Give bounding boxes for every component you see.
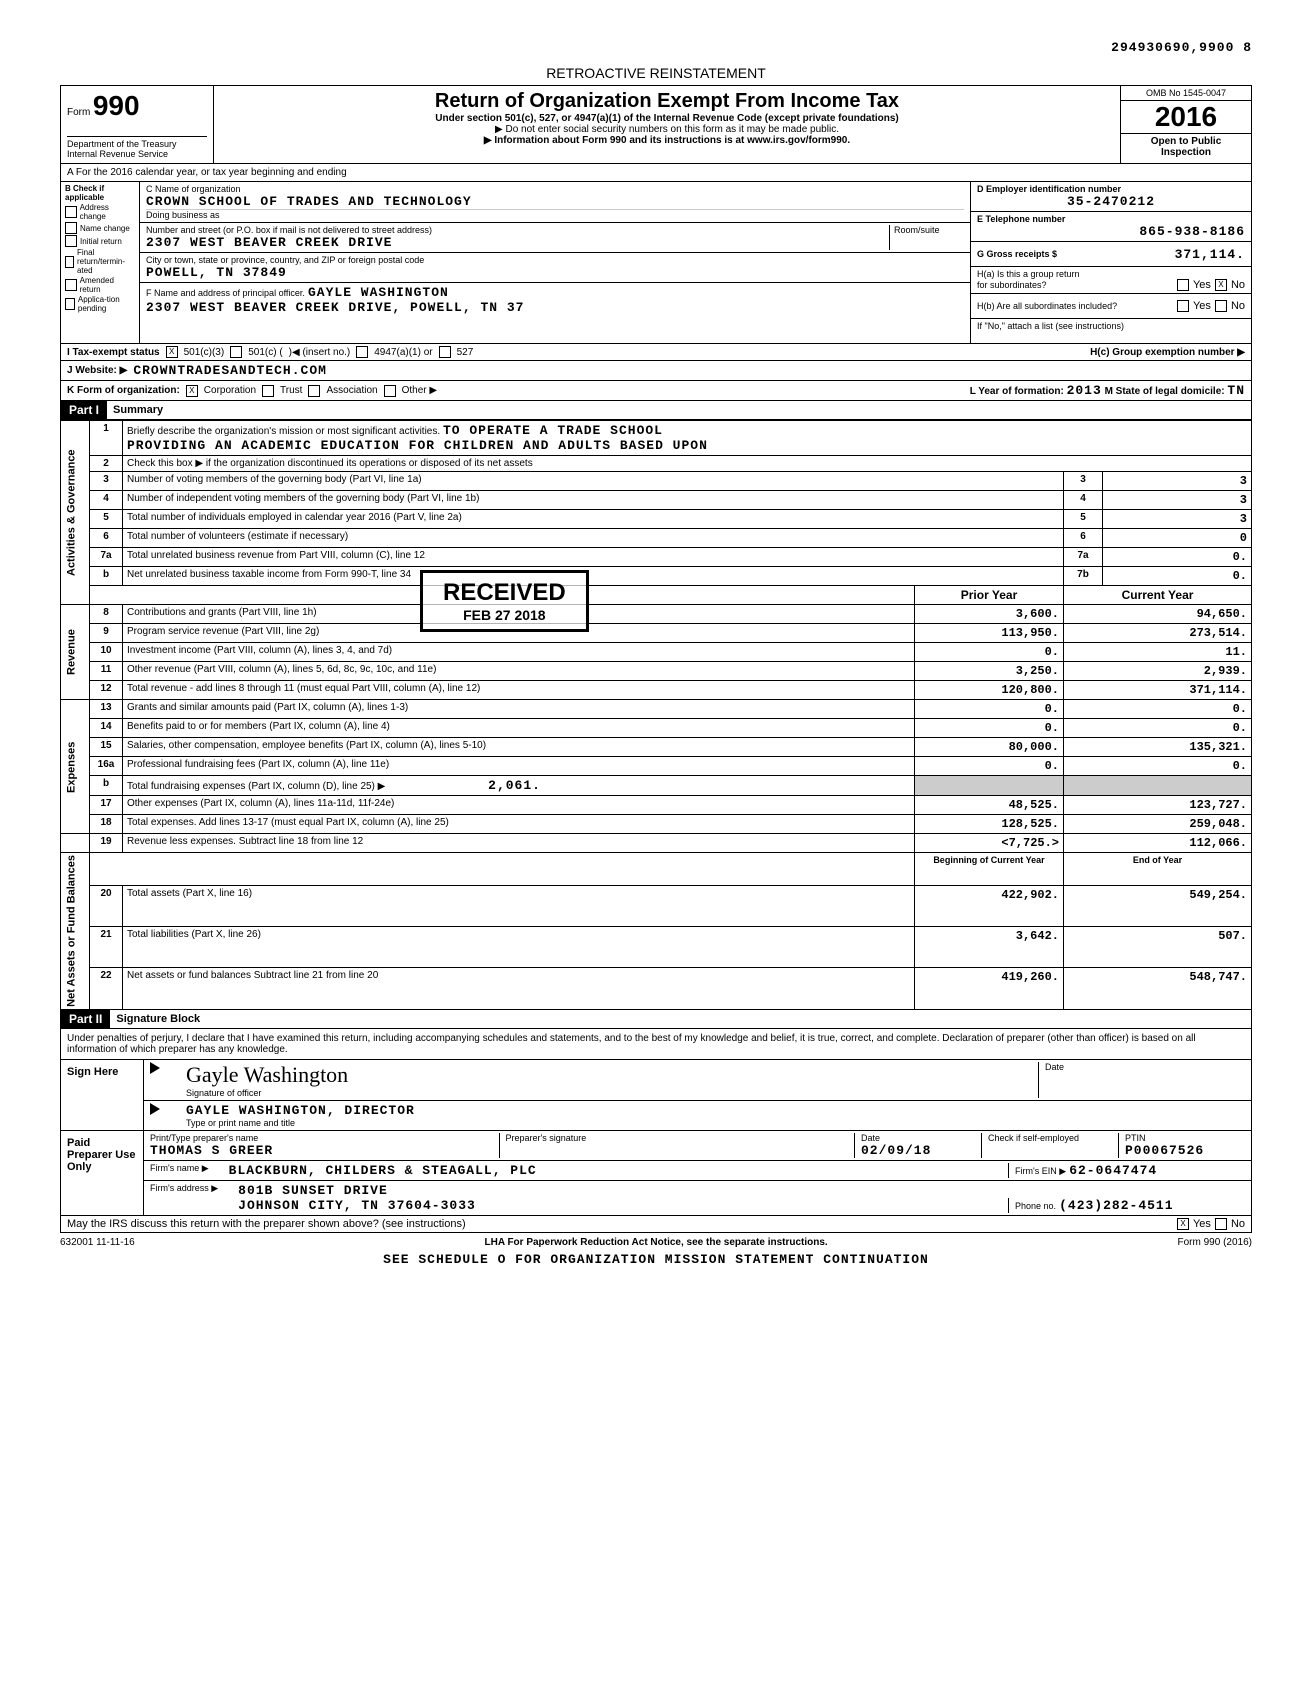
header-line2: ▶ Information about Form 990 and its ins… [224,135,1110,146]
firm-phone: (423)282-4511 [1059,1198,1173,1213]
firm-name: BLACKBURN, CHILDERS & STEAGALL, PLC [229,1163,988,1178]
document-number: 294930690,9900 8 [60,40,1252,55]
b-header: B Check if applicable [65,184,135,202]
part-ii-title: Signature Block [110,1010,206,1028]
chk-name: Name change [80,224,130,233]
form-label: Form [67,107,90,118]
g-label: G Gross receipts $ [977,249,1057,259]
website: CROWNTRADESANDTECH.COM [133,363,327,378]
v7a: 0. [1103,548,1252,567]
dept-label: Department of the Treasury [67,139,207,149]
header-line1: ▶ Do not enter social security numbers o… [224,124,1110,135]
signature-block: Under penalties of perjury, I declare th… [60,1029,1252,1233]
e-label: E Telephone number [977,214,1245,224]
chk-address: Address change [80,203,135,221]
firm-addr2: JOHNSON CITY, TN 37604-3033 [238,1198,988,1213]
firm-addr1: 801B SUNSET DRIVE [238,1183,988,1198]
open-public: Open to Public [1123,136,1249,147]
side-na: Net Assets or Fund Balances [61,853,90,1010]
ha-label2: for subordinates? [977,280,1047,290]
triangle-icon [150,1103,160,1115]
inspection: Inspection [1123,147,1249,158]
part-i-title: Summary [107,401,169,419]
preparer-name: THOMAS S GREER [150,1143,479,1158]
d-header: D Employer identification number [977,184,1245,194]
form-header: Form 990 Department of the Treasury Inte… [60,85,1252,164]
phone: 865-938-8186 [977,224,1245,239]
v3: 3 [1103,472,1252,491]
form-title: Return of Organization Exempt From Incom… [224,90,1110,113]
officer-name: GAYLE WASHINGTON [308,285,449,300]
ha-label: H(a) Is this a group return [977,269,1245,279]
chk-application: Applica-tion pending [78,295,135,313]
hb-label: H(b) Are all subordinates included? [977,301,1117,311]
v6: 0 [1103,529,1252,548]
part-i-hdr: Part I [61,401,107,419]
chk-amended: Amended return [80,276,135,294]
hb-note: If "No," attach a list (see instructions… [971,319,1251,343]
footer: 632001 11-11-16 LHA For Paperwork Reduct… [60,1233,1252,1248]
chk-initial: Initial return [80,237,122,246]
sign-here-label: Sign Here [61,1060,144,1130]
city-value: POWELL, TN 37849 [146,265,964,280]
mission-1: TO OPERATE A TRADE SCHOOL [443,423,663,438]
f-label: F Name and address of principal officer. [146,288,305,298]
preparer-date: 02/09/18 [861,1143,961,1158]
retroactive-label: RETROACTIVE REINSTATEMENT [60,65,1252,81]
omb-number: OMB No 1545-0047 [1121,86,1251,101]
declaration: Under penalties of perjury, I declare th… [61,1029,1251,1060]
firm-ein: 62-0647474 [1069,1163,1157,1178]
continuation-note: SEE SCHEDULE O FOR ORGANIZATION MISSION … [60,1252,1252,1267]
ptin: P00067526 [1125,1143,1245,1158]
ein: 35-2470212 [977,194,1245,209]
side-exp: Expenses [61,700,90,834]
part-ii-hdr: Part II [61,1010,110,1028]
c-header: C Name of organization [146,184,964,194]
line-i: I Tax-exempt status X501(c)(3) 501(c) ( … [60,344,1252,361]
street-address: 2307 WEST BEAVER CREEK DRIVE [146,235,889,250]
hc-label: H(c) Group exemption number ▶ [1090,347,1245,358]
form-subtitle: Under section 501(c), 527, or 4947(a)(1)… [224,113,1110,124]
v4: 3 [1103,491,1252,510]
paid-preparer-label: Paid Preparer Use Only [61,1131,144,1215]
irs-label: Internal Revenue Service [67,149,207,159]
v5: 3 [1103,510,1252,529]
officer-print-name: GAYLE WASHINGTON, DIRECTOR [186,1103,415,1118]
side-ag: Activities & Governance [61,421,90,605]
dba-label: Doing business as [146,209,964,220]
room-label: Room/suite [889,225,964,250]
triangle-icon [150,1062,160,1074]
city-label: City or town, state or province, country… [146,255,964,265]
gross-receipts: 371,114. [1175,247,1245,262]
street-label: Number and street (or P.O. box if mail i… [146,225,889,235]
v7b: 0. [1103,567,1252,586]
fundraising-total: 2,061. [488,778,541,793]
chk-final: Final return/termin-ated [77,248,135,275]
officer-addr: 2307 WEST BEAVER CREEK DRIVE, POWELL, TN… [146,300,524,315]
line-a: A For the 2016 calendar year, or tax yea… [60,164,1252,182]
line-j: J Website: ▶ CROWNTRADESANDTECH.COM [60,361,1252,381]
line-k: K Form of organization: XCorporation Tru… [60,381,1252,401]
may-discuss: May the IRS discuss this return with the… [67,1218,466,1230]
side-rev: Revenue [61,605,90,700]
mission-2: PROVIDING AN ACADEMIC EDUCATION FOR CHIL… [127,438,708,453]
tax-year: 2016 [1121,101,1251,133]
form-number: 990 [93,90,140,121]
main-info-block: B Check if applicable Address change Nam… [60,182,1252,344]
summary-table: Activities & Governance 1 Briefly descri… [60,420,1252,1010]
org-name: CROWN SCHOOL OF TRADES AND TECHNOLOGY [146,194,964,209]
